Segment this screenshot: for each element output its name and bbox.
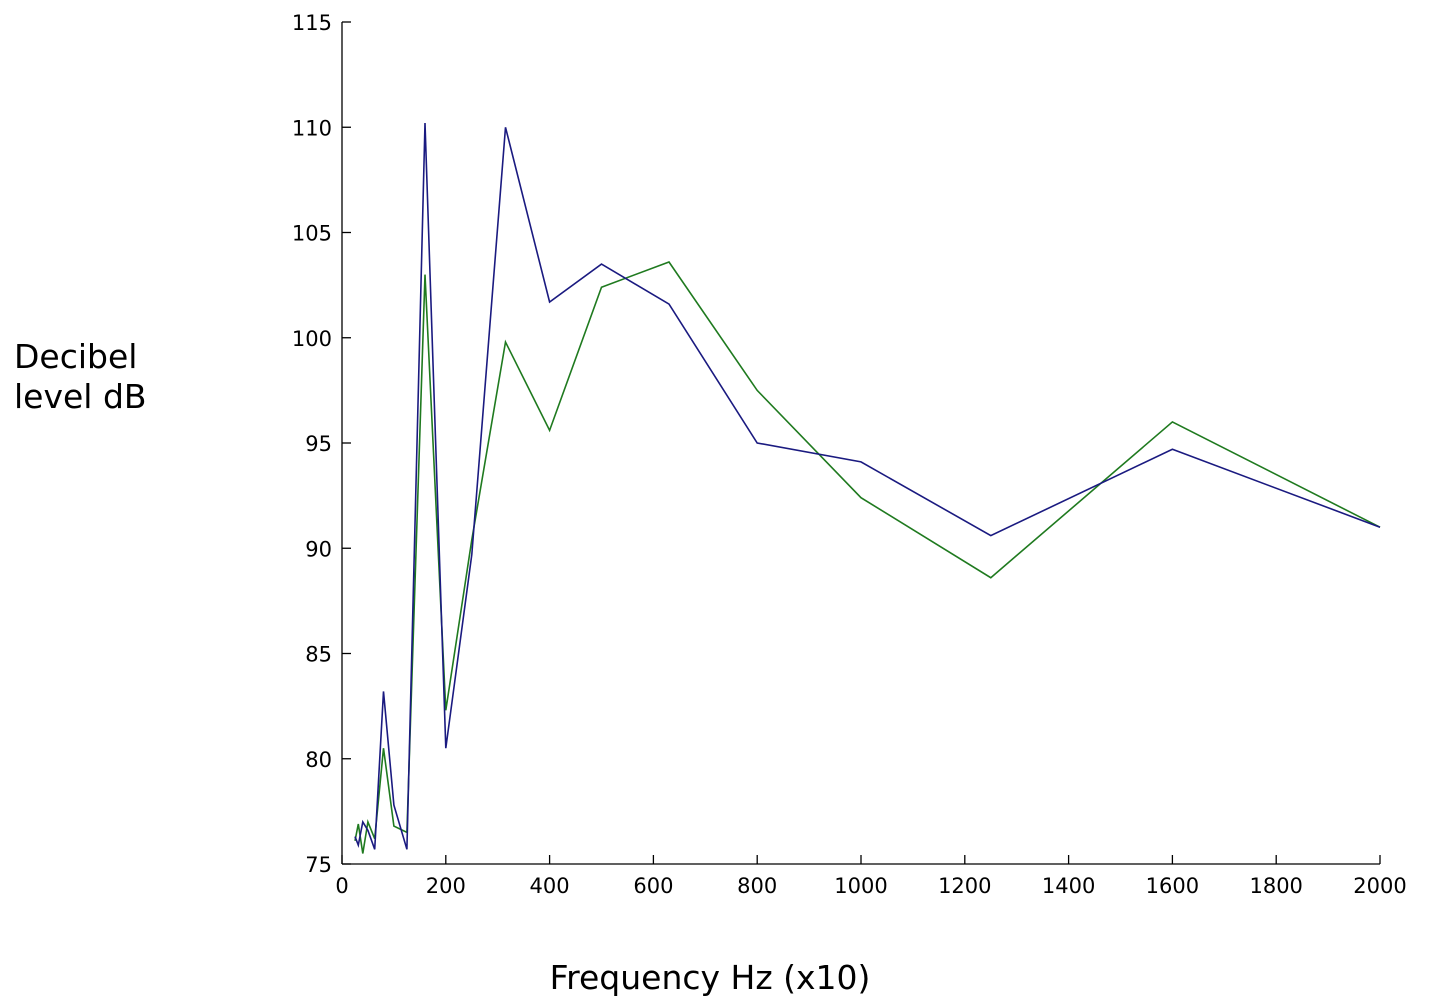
x-tick-label: 400: [530, 874, 570, 898]
x-tick-label: 1800: [1249, 874, 1302, 898]
series-line-1: [354, 122, 1381, 850]
y-axis-label-line-2: level dB: [14, 376, 147, 416]
y-tick-label: 110: [292, 116, 332, 140]
x-tick-label: 200: [426, 874, 466, 898]
x-tick-label: 2000: [1353, 874, 1406, 898]
y-tick-label: 80: [305, 748, 332, 772]
y-tick-label: 105: [292, 222, 332, 246]
x-axis-label: Frequency Hz (x10): [549, 958, 871, 997]
y-tick-label: 75: [305, 853, 332, 877]
y-tick-label: 90: [305, 537, 332, 561]
x-tick-label: 0: [335, 874, 348, 898]
x-tick-label: 800: [737, 874, 777, 898]
y-tick-label: 115: [292, 11, 332, 35]
x-tick-label: 1000: [834, 874, 887, 898]
y-tick-label: 100: [292, 327, 332, 351]
y-axis-label: Decibel level dB: [14, 337, 194, 416]
axes: [341, 22, 1380, 865]
x-tick-label: 600: [633, 874, 673, 898]
series-line-2: [354, 261, 1381, 854]
y-tick-label: 95: [305, 432, 332, 456]
x-axis-ticks: 0 200 400 600 800 1000 1200 1400 1600 1800 2000: [335, 855, 1407, 898]
series-lines: [354, 122, 1381, 854]
y-tick-label: 85: [305, 643, 332, 667]
x-tick-label: 1400: [1042, 874, 1095, 898]
x-tick-label: 1600: [1146, 874, 1199, 898]
x-tick-label: 1200: [938, 874, 991, 898]
y-axis-label-line-1: Decibel: [14, 337, 138, 376]
y-axis-ticks: 75 80 85 90 95 100 105 110 115: [292, 11, 351, 877]
